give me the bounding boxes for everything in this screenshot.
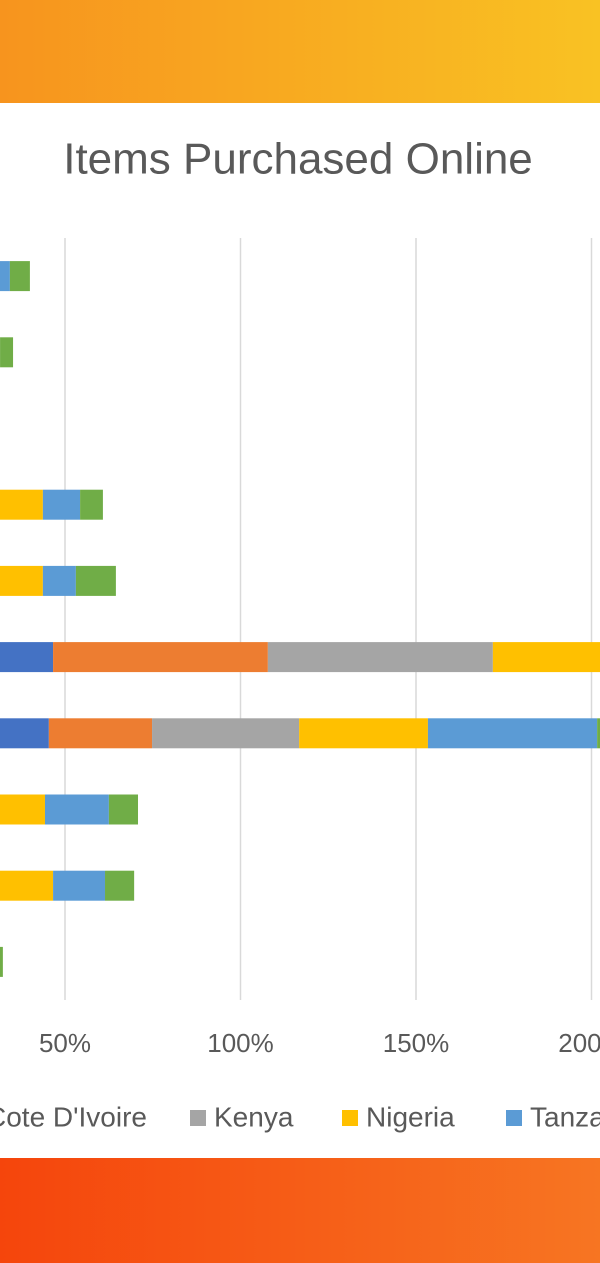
bar-segment [0, 642, 54, 673]
bar-segment [597, 718, 600, 749]
bar-segment [75, 565, 116, 596]
bar-segment [0, 489, 43, 520]
bar-segment [0, 794, 45, 825]
bar-segment [80, 489, 103, 520]
x-tick-label: 200% [558, 1028, 600, 1058]
bar-segment [492, 642, 600, 673]
legend-label: Tanzania [530, 1101, 600, 1132]
header-band [0, 0, 600, 103]
bar-segment [0, 261, 10, 292]
bar-segment [53, 870, 106, 901]
footer-band [0, 1158, 600, 1263]
legend-swatch [342, 1110, 358, 1126]
chart-title: Items Purchased Online [63, 135, 533, 184]
x-tick-label: 100% [207, 1028, 274, 1058]
x-tick-label: 50% [39, 1028, 91, 1058]
bar-segment [108, 794, 139, 825]
chart-area [0, 103, 600, 1158]
bar-segment [105, 870, 135, 901]
bar-segment [48, 718, 153, 749]
bar-segment [299, 718, 428, 749]
bar-segment [53, 642, 268, 673]
bar-segment [42, 565, 76, 596]
legend-swatch [506, 1110, 522, 1126]
legend-label: Kenya [214, 1101, 294, 1132]
x-tick-label: 150% [383, 1028, 450, 1058]
legend-swatch [190, 1110, 206, 1126]
bar-segment [0, 946, 3, 977]
bar-segment [42, 489, 81, 520]
bar-segment [267, 642, 493, 673]
bar-segment [9, 261, 30, 292]
legend-label: Nigeria [366, 1101, 455, 1132]
bar-segment [0, 337, 14, 368]
bar-segment [152, 718, 300, 749]
bar-segment [44, 794, 109, 825]
legend-label: Cote D'Ivoire [0, 1101, 147, 1132]
bar-segment [427, 718, 598, 749]
bar-segment [0, 565, 43, 596]
bar-segment [0, 718, 49, 749]
bar-segment [0, 870, 54, 901]
